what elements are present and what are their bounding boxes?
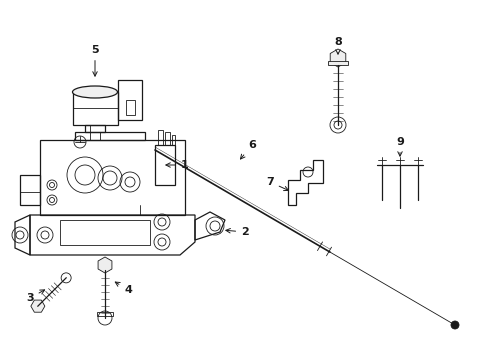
Text: 2: 2 — [225, 227, 248, 237]
Ellipse shape — [72, 86, 117, 98]
Circle shape — [450, 321, 458, 329]
Text: 3: 3 — [26, 290, 44, 303]
Bar — [60, 220, 150, 245]
Text: 7: 7 — [265, 177, 288, 190]
Text: 4: 4 — [115, 282, 132, 295]
Text: 6: 6 — [240, 140, 255, 159]
Text: 8: 8 — [333, 37, 341, 54]
Text: 9: 9 — [395, 137, 403, 156]
Polygon shape — [327, 61, 347, 65]
Bar — [40, 140, 184, 215]
Text: 5: 5 — [91, 45, 99, 76]
Text: 1: 1 — [165, 160, 188, 170]
